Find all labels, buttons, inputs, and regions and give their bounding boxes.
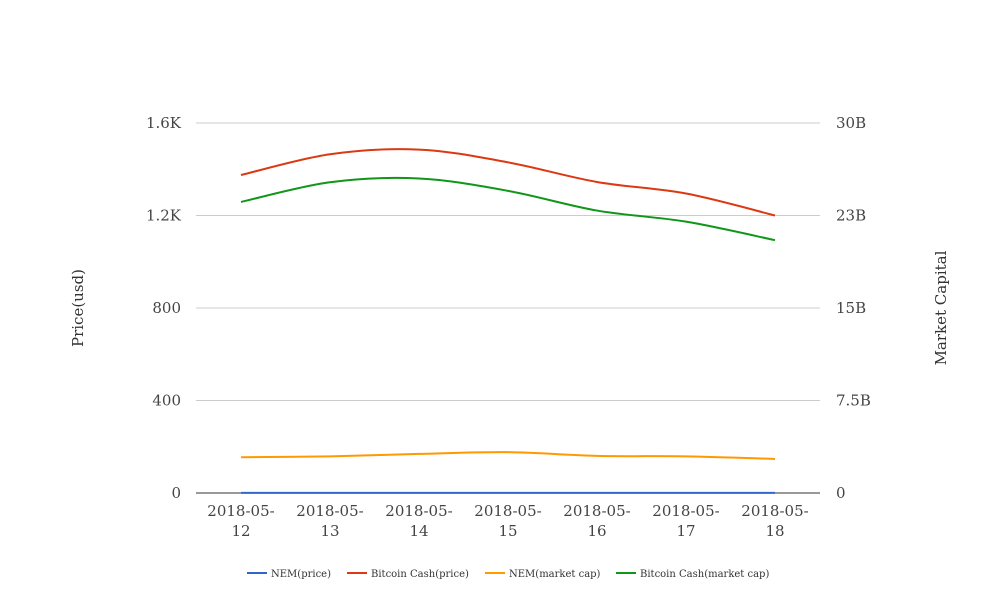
legend: NEM(price) Bitcoin Cash(price) NEM(market … (247, 569, 769, 580)
left-tick-label: 1.2K (146, 207, 182, 225)
left-tick-label: 0 (171, 484, 181, 502)
right-tick-label: 7.5B (836, 392, 871, 410)
right-tick-label: 30B (836, 114, 866, 132)
series-line-nem-market-cap (240, 451, 776, 460)
left-axis-ticks: 0 400 800 1.2K 1.6K (146, 114, 182, 502)
x-tick-label: 2018-05-18 (741, 502, 808, 540)
x-tick-label: 2018-05-17 (652, 502, 719, 540)
right-tick-label: 0 (836, 484, 846, 502)
left-tick-label: 800 (152, 299, 181, 317)
right-tick-label: 15B (836, 299, 866, 317)
x-tick-label: 2018-05-16 (563, 502, 630, 540)
grid-lines (196, 122, 820, 494)
x-tick-label: 2018-05-12 (207, 502, 274, 540)
legend-label: NEM(price) (271, 569, 331, 580)
series-lines (240, 148, 776, 494)
x-tick-label: 2018-05-13 (296, 502, 363, 540)
left-axis-title: Price(usd) (69, 269, 87, 347)
right-axis-title: Market Capital (932, 250, 950, 365)
right-tick-label: 23B (836, 207, 866, 225)
left-tick-label: 1.6K (146, 114, 182, 132)
right-axis-ticks: 0 7.5B 15B 23B 30B (836, 114, 871, 502)
left-tick-label: 400 (152, 392, 181, 410)
legend-label: NEM(market cap) (509, 569, 601, 580)
x-axis-ticks: 2018-05-12 2018-05-13 2018-05-14 2018-05-15… (207, 502, 808, 540)
legend-label: Bitcoin Cash(price) (371, 569, 469, 580)
legend-label: Bitcoin Cash(market cap) (640, 569, 769, 580)
x-tick-label: 2018-05-15 (474, 502, 541, 540)
series-line-bitcoin-cash-market-cap (240, 176, 776, 242)
series-line-bitcoin-cash-price (240, 148, 776, 217)
x-tick-label: 2018-05-14 (385, 502, 452, 540)
